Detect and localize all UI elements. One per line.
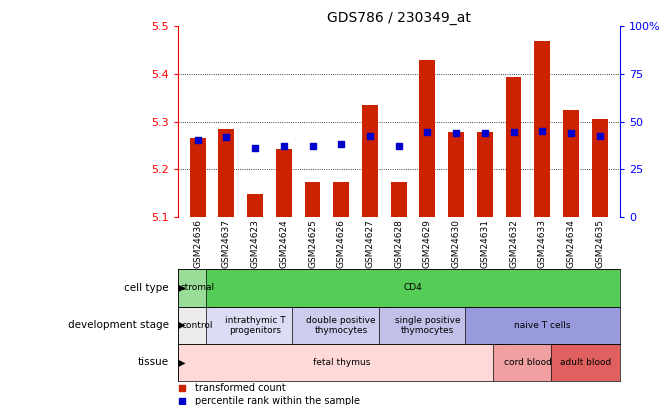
Bar (379, 307, 476, 344)
Point (393, 143, 404, 149)
Text: GSM24631: GSM24631 (480, 219, 489, 268)
Text: GSM24627: GSM24627 (365, 219, 375, 268)
Text: naive T cells: naive T cells (514, 321, 570, 330)
Bar (206, 307, 304, 344)
Bar (190, 138, 206, 217)
Title: GDS786 / 230349_at: GDS786 / 230349_at (327, 11, 470, 25)
Point (480, 130, 490, 136)
Text: intrathymic T
progenitors: intrathymic T progenitors (224, 315, 285, 335)
Point (364, 132, 375, 139)
Bar (362, 105, 378, 217)
Bar (419, 60, 436, 217)
Bar (305, 182, 320, 217)
Text: CD4: CD4 (403, 284, 422, 292)
Text: GSM24630: GSM24630 (452, 219, 460, 268)
Text: stromal: stromal (181, 284, 214, 292)
Bar (465, 307, 620, 344)
Text: GSM24623: GSM24623 (251, 219, 259, 268)
Bar (592, 119, 608, 217)
Text: control: control (182, 321, 214, 330)
Point (307, 143, 318, 149)
Text: GSM24628: GSM24628 (394, 219, 403, 268)
Text: transformed count: transformed count (195, 383, 286, 393)
Bar (178, 269, 218, 307)
Text: fetal thymus: fetal thymus (312, 358, 370, 367)
Bar (276, 149, 291, 217)
Text: cell type: cell type (124, 283, 169, 293)
Bar (178, 307, 218, 344)
Text: percentile rank within the sample: percentile rank within the sample (195, 396, 360, 405)
Bar (563, 110, 579, 217)
Bar (535, 40, 550, 217)
Bar (493, 344, 562, 381)
Point (451, 130, 462, 136)
Point (279, 143, 289, 149)
Text: double positive
thymocytes: double positive thymocytes (306, 315, 376, 335)
Text: GSM24626: GSM24626 (337, 219, 346, 268)
Text: GSM24634: GSM24634 (566, 219, 576, 268)
Text: adult blood: adult blood (559, 358, 611, 367)
Text: GSM24633: GSM24633 (538, 219, 547, 268)
Bar (448, 132, 464, 217)
Text: single positive
thymocytes: single positive thymocytes (395, 315, 460, 335)
Point (537, 128, 547, 134)
Point (508, 129, 519, 135)
Bar (391, 182, 407, 217)
Text: ▶: ▶ (178, 283, 185, 293)
Point (192, 136, 203, 143)
Point (221, 134, 232, 140)
Text: GSM24624: GSM24624 (279, 219, 288, 268)
Bar (178, 344, 505, 381)
Bar (218, 129, 234, 217)
Text: development stage: development stage (68, 320, 169, 330)
Text: cord blood: cord blood (504, 358, 552, 367)
Point (422, 129, 433, 135)
Text: GSM24632: GSM24632 (509, 219, 518, 268)
Point (594, 133, 605, 139)
Bar (506, 77, 521, 217)
Bar (334, 182, 349, 217)
Text: ▶: ▶ (178, 320, 185, 330)
Bar (551, 344, 620, 381)
Point (250, 145, 261, 151)
Text: GSM24625: GSM24625 (308, 219, 317, 268)
Point (565, 130, 576, 136)
Text: tissue: tissue (137, 358, 169, 367)
Point (336, 141, 346, 147)
Text: GSM24637: GSM24637 (222, 219, 231, 268)
Text: ▶: ▶ (178, 358, 185, 367)
Text: GSM24636: GSM24636 (193, 219, 202, 268)
Text: GSM24629: GSM24629 (423, 219, 432, 268)
Bar (292, 307, 390, 344)
Bar (477, 132, 492, 217)
Bar (247, 194, 263, 217)
Text: GSM24635: GSM24635 (595, 219, 604, 268)
